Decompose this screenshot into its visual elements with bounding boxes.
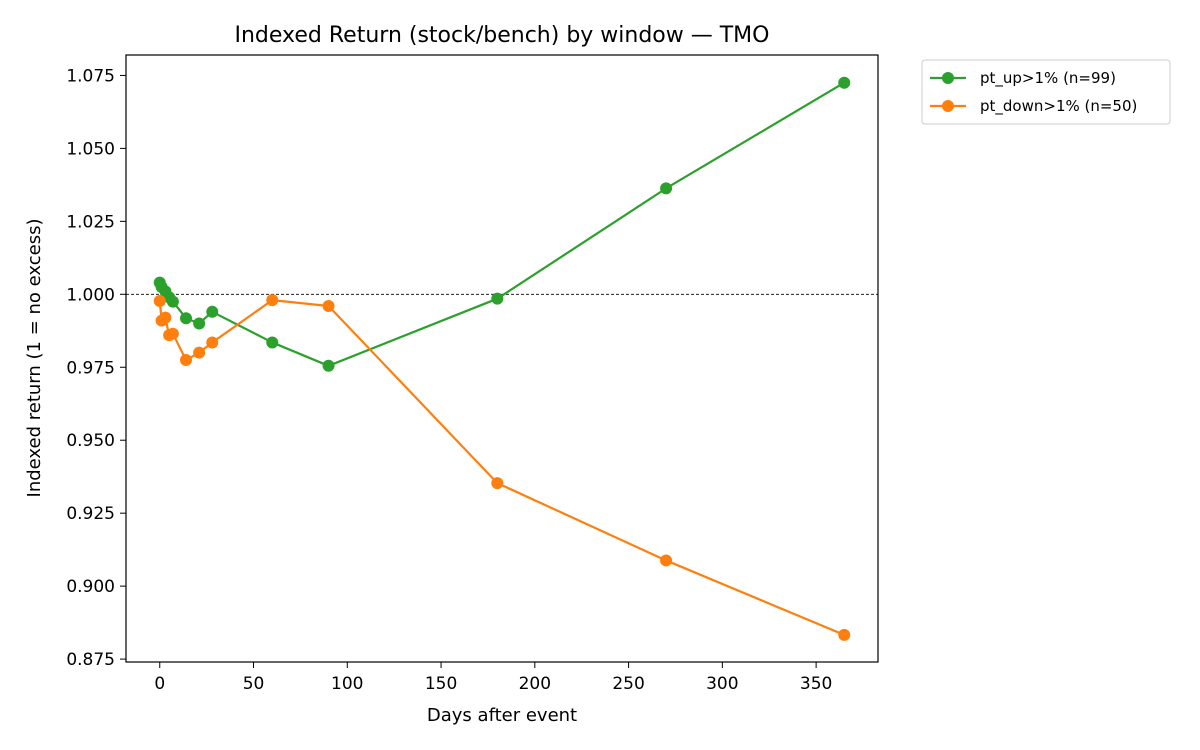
- data-point: [266, 294, 279, 307]
- data-point: [153, 295, 166, 308]
- y-tick-label: 1.025: [66, 212, 115, 232]
- legend: pt_up>1% (n=99) pt_down>1% (n=50): [921, 59, 1171, 125]
- data-point: [166, 295, 179, 308]
- x-tick-label: 0: [154, 674, 165, 694]
- data-point: [180, 312, 193, 325]
- data-point: [491, 292, 504, 305]
- x-tick-label: 250: [612, 674, 644, 694]
- y-tick-label: 0.875: [66, 650, 115, 670]
- data-point: [491, 477, 504, 490]
- series-1: [153, 294, 851, 641]
- series-0: [153, 76, 851, 372]
- legend-box: [921, 59, 1171, 125]
- data-point: [206, 336, 219, 349]
- y-tick-label: 1.075: [66, 66, 115, 86]
- x-axis-label: Days after event: [427, 705, 577, 726]
- x-axis: 0 50 100 150 200 250 300 350: [154, 662, 832, 694]
- data-point: [193, 317, 206, 330]
- chart-title: Indexed Return (stock/bench) by window —…: [235, 23, 770, 48]
- y-tick-label: 0.950: [66, 431, 115, 451]
- x-tick-label: 350: [800, 674, 832, 694]
- axes-frame: [125, 54, 879, 663]
- legend-marker: [942, 100, 954, 112]
- x-tick-label: 200: [519, 674, 551, 694]
- series-line: [158, 299, 845, 636]
- data-point: [838, 76, 851, 89]
- data-point: [159, 311, 172, 324]
- y-tick-label: 1.050: [66, 139, 115, 159]
- data-point: [193, 346, 206, 359]
- x-tick-label: 300: [706, 674, 738, 694]
- y-axis-label: Indexed return (1 = no excess): [24, 219, 45, 498]
- legend-label: pt_up>1% (n=99): [980, 69, 1116, 88]
- legend-marker: [942, 72, 954, 84]
- data-point: [660, 554, 673, 567]
- x-tick-label: 150: [425, 674, 457, 694]
- data-point: [180, 353, 193, 366]
- y-tick-label: 0.925: [66, 504, 115, 524]
- data-point: [838, 628, 851, 641]
- x-tick-label: 50: [243, 674, 265, 694]
- series-line: [158, 81, 845, 367]
- data-point: [206, 305, 219, 318]
- data-point: [322, 299, 335, 312]
- y-tick-label: 0.900: [66, 577, 115, 597]
- data-point: [266, 336, 279, 349]
- plot-area: [126, 76, 878, 641]
- y-tick-label: 0.975: [66, 358, 115, 378]
- legend-label: pt_down>1% (n=50): [980, 97, 1137, 116]
- x-tick-label: 100: [331, 674, 363, 694]
- data-point: [322, 359, 335, 372]
- data-point: [660, 182, 673, 195]
- data-point: [166, 327, 179, 340]
- y-axis: 0.875 0.900 0.925 0.950 0.975 1.000 1.025 1.050…: [66, 66, 126, 670]
- y-tick-label: 1.000: [66, 285, 115, 305]
